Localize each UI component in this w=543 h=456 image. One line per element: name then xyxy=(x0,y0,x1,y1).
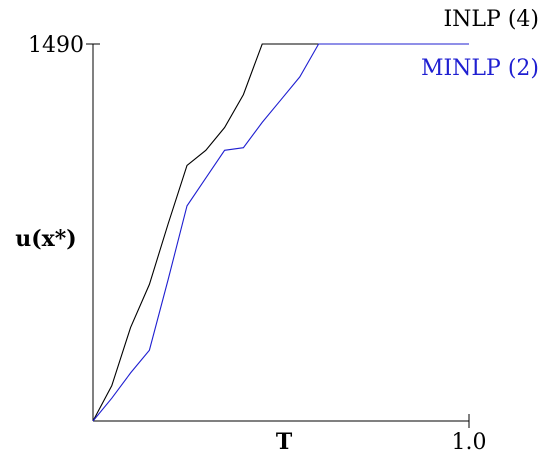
x-axis-label: T xyxy=(276,429,293,455)
legend-entry-inlp: INLP (4) xyxy=(443,7,539,32)
legend-entry-minlp: MINLP (2) xyxy=(421,56,539,81)
x-tick-label-max: 1.0 xyxy=(452,430,487,455)
y-axis-label: u(x*) xyxy=(15,226,76,252)
series-line-minlp xyxy=(92,43,469,422)
y-tick-label-max: 1490 xyxy=(28,33,84,58)
